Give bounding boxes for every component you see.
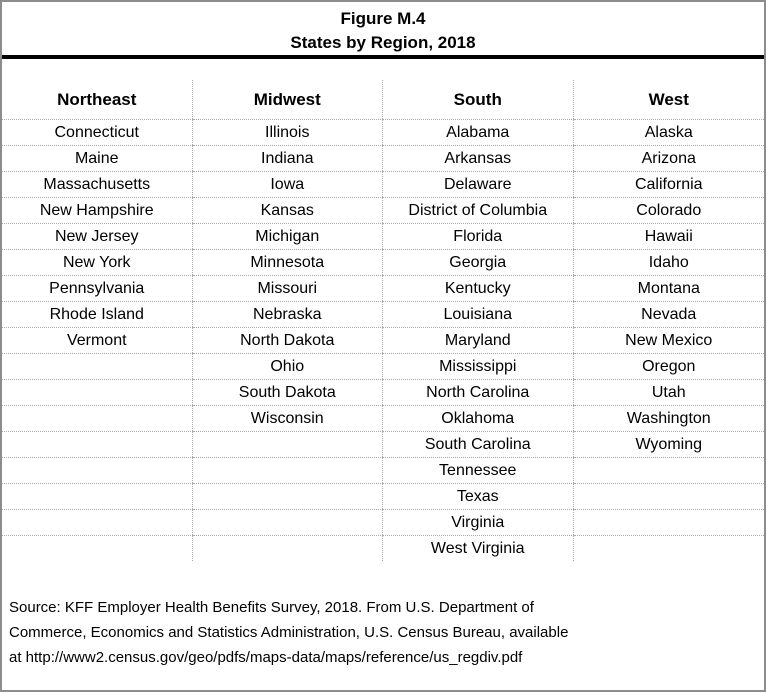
state-cell xyxy=(2,405,193,431)
state-cell: South Carolina xyxy=(383,431,574,457)
state-cell: Minnesota xyxy=(192,249,383,275)
state-cell: Wyoming xyxy=(573,431,764,457)
state-cell: Utah xyxy=(573,379,764,405)
state-cell xyxy=(192,431,383,457)
state-cell: Oregon xyxy=(573,353,764,379)
state-cell: Nebraska xyxy=(192,301,383,327)
state-cell: New Hampshire xyxy=(2,197,193,223)
state-cell xyxy=(573,535,764,561)
state-cell: North Carolina xyxy=(383,379,574,405)
state-cell: Ohio xyxy=(192,353,383,379)
state-cell: New Mexico xyxy=(573,327,764,353)
state-cell xyxy=(2,379,193,405)
state-cell: Kentucky xyxy=(383,275,574,301)
state-cell: Iowa xyxy=(192,171,383,197)
state-cell xyxy=(2,535,193,561)
state-cell: Connecticut xyxy=(2,119,193,145)
state-cell: Indiana xyxy=(192,145,383,171)
state-cell: West Virginia xyxy=(383,535,574,561)
region-table: Northeast Midwest South West Connecticut… xyxy=(2,80,764,561)
state-cell: Nevada xyxy=(573,301,764,327)
state-cell xyxy=(573,509,764,535)
state-cell: Wisconsin xyxy=(192,405,383,431)
state-cell xyxy=(573,483,764,509)
state-cell: Washington xyxy=(573,405,764,431)
state-cell xyxy=(192,457,383,483)
source-note-line: at http://www2.census.gov/geo/pdfs/maps-… xyxy=(9,649,523,666)
state-cell: Colorado xyxy=(573,197,764,223)
figure-title: Figure M.4 States by Region, 2018 xyxy=(2,2,764,55)
state-cell: Virginia xyxy=(383,509,574,535)
state-cell: South Dakota xyxy=(192,379,383,405)
title-divider-rule xyxy=(2,55,764,59)
state-cell: Tennessee xyxy=(383,457,574,483)
state-cell: Florida xyxy=(383,223,574,249)
state-cell: Alabama xyxy=(383,119,574,145)
region-header-northeast: Northeast xyxy=(2,80,193,119)
state-cell: Illinois xyxy=(192,119,383,145)
region-header-midwest: Midwest xyxy=(193,80,383,119)
figure-title-line2: States by Region, 2018 xyxy=(290,33,476,52)
state-cell: Massachusetts xyxy=(2,171,193,197)
figure-title-line1: Figure M.4 xyxy=(340,9,426,28)
state-cell xyxy=(192,483,383,509)
state-cell: California xyxy=(573,171,764,197)
state-cell: Hawaii xyxy=(573,223,764,249)
region-header-south: South xyxy=(383,80,574,119)
state-cell: Idaho xyxy=(573,249,764,275)
state-cell xyxy=(573,457,764,483)
state-cell: Maryland xyxy=(383,327,574,353)
state-cell: Oklahoma xyxy=(383,405,574,431)
state-cell: Maine xyxy=(2,145,193,171)
state-cell: New York xyxy=(2,249,193,275)
state-cell: Michigan xyxy=(192,223,383,249)
state-cell xyxy=(2,457,193,483)
state-cell: Alaska xyxy=(573,119,764,145)
state-cell: Delaware xyxy=(383,171,574,197)
state-cell xyxy=(2,483,193,509)
state-cell xyxy=(2,431,193,457)
state-cell: Vermont xyxy=(2,327,193,353)
state-cell: North Dakota xyxy=(192,327,383,353)
state-cell xyxy=(2,509,193,535)
state-cell: Texas xyxy=(383,483,574,509)
state-cell: Louisiana xyxy=(383,301,574,327)
state-cell xyxy=(2,353,193,379)
region-header-west: West xyxy=(648,90,689,109)
state-cell: Missouri xyxy=(192,275,383,301)
state-cell: Montana xyxy=(573,275,764,301)
state-cell: Arkansas xyxy=(383,145,574,171)
source-note-line: Source: KFF Employer Health Benefits Sur… xyxy=(9,599,534,616)
state-cell: Pennsylvania xyxy=(2,275,193,301)
state-cell: Mississippi xyxy=(383,353,574,379)
state-cell: New Jersey xyxy=(2,223,193,249)
state-cell xyxy=(192,535,383,561)
state-cell: District of Columbia xyxy=(383,197,574,223)
state-cell: Arizona xyxy=(573,145,764,171)
state-cell: Rhode Island xyxy=(2,301,193,327)
state-cell: Kansas xyxy=(192,197,383,223)
state-cell xyxy=(192,509,383,535)
state-cell: Georgia xyxy=(383,249,574,275)
source-note-line: Commerce, Economics and Statistics Admin… xyxy=(9,624,569,641)
source-note: Source: KFF Employer Health Benefits Sur… xyxy=(9,595,758,670)
